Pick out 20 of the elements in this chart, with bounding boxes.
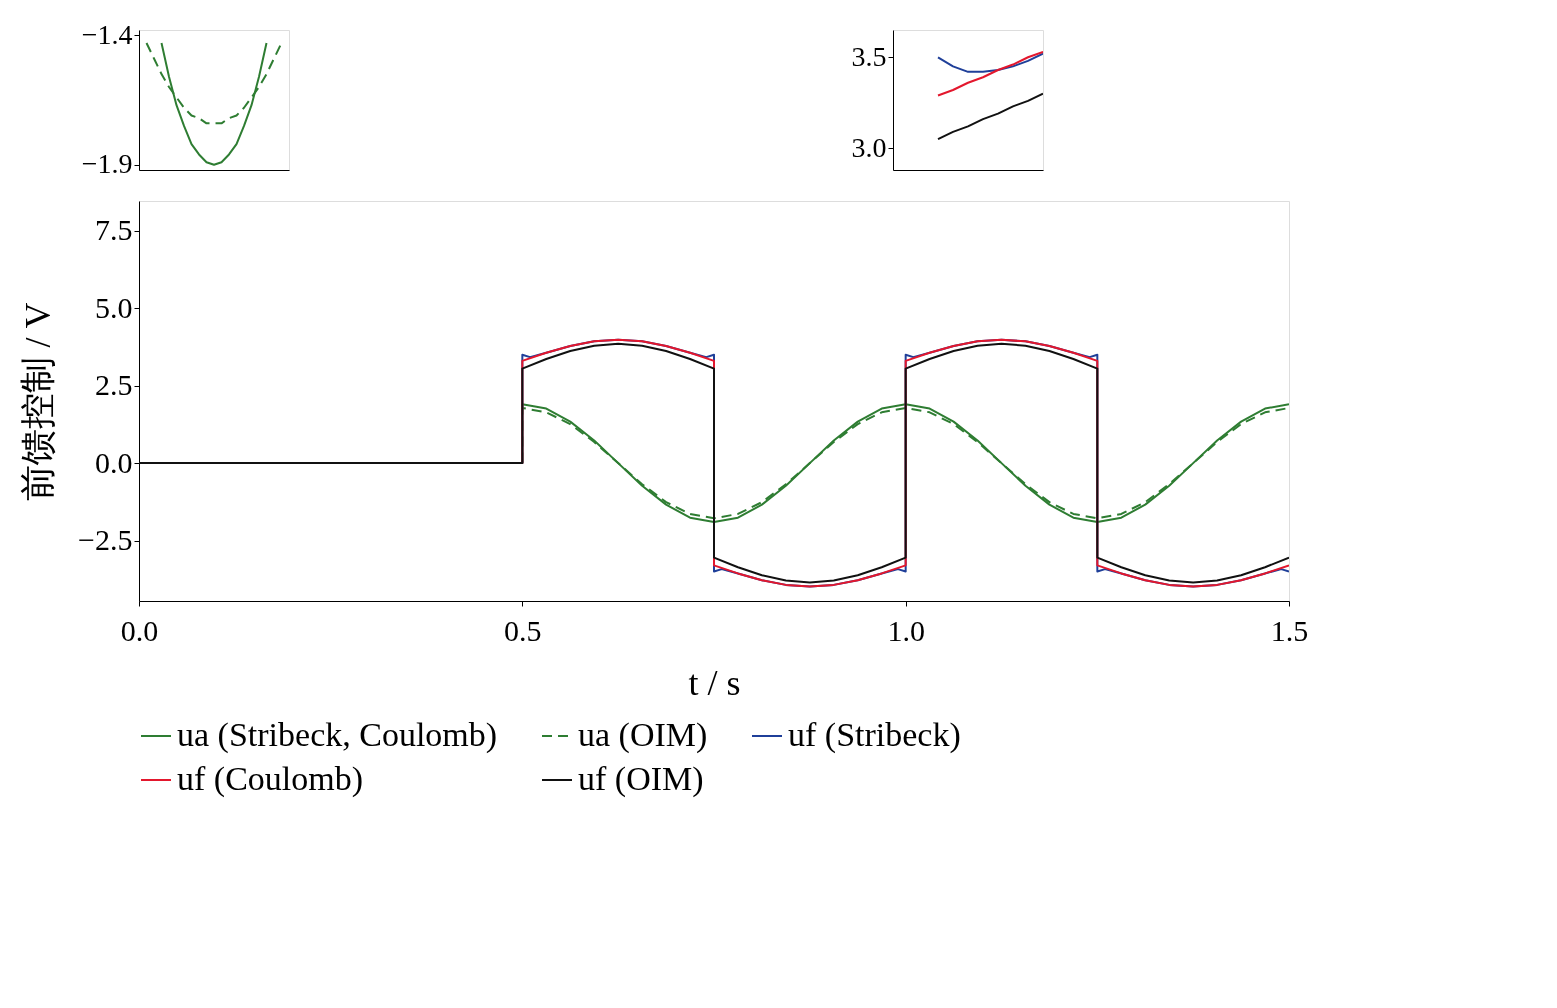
y-tick-label: 2.5 [95,368,133,402]
x-tick-label: 1.5 [1270,613,1309,647]
y-tick-label: 3.0 [851,131,887,163]
legend-label: ua (Stribeck, Coulomb) [177,716,498,754]
legend-label: uf (Coulomb) [177,760,364,798]
y-tick-label: 7.5 [95,213,133,247]
y-tick-label: 3.5 [851,40,887,72]
legend-label: ua (OIM) [578,716,708,754]
y-tick-label: 0.0 [95,445,133,479]
legend-label: uf (OIM) [578,760,704,798]
x-tick-label: 0.0 [120,613,159,647]
x-tick-label: 1.0 [887,613,925,647]
x-tick-label: 0.5 [504,613,542,647]
x-axis-title: t / s [688,662,741,703]
legend-label: uf (Stribeck) [788,716,961,754]
y-tick-label: 5.0 [95,290,133,324]
y-tick-label: −1.9 [81,148,133,180]
y-axis-title: 前馈控制 / V [18,302,59,501]
y-tick-label: −2.5 [78,523,133,557]
y-tick-label: −1.4 [81,18,133,50]
